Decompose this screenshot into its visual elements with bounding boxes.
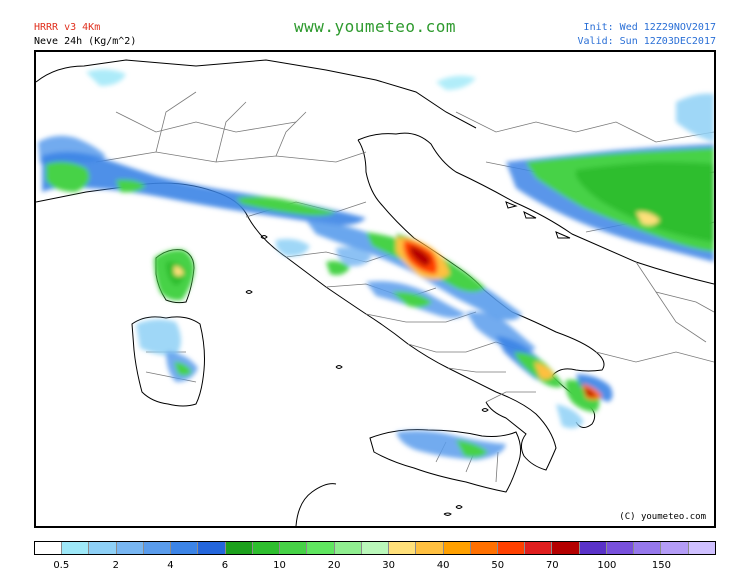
legend-tick-label: 6 (221, 560, 229, 571)
legend-swatch (634, 542, 662, 554)
legend-swatch (171, 542, 199, 554)
model-label: HRRR v3 4Km (34, 22, 101, 33)
legend-tick-label: 70 (545, 560, 559, 571)
legend-swatch (579, 542, 607, 554)
legend-tick-label: 100 (597, 560, 617, 571)
legend-swatch (497, 542, 526, 554)
legend-swatch (198, 542, 226, 554)
legend-swatch (416, 542, 444, 554)
legend-swatch (525, 542, 553, 554)
legend-tick-label: 30 (382, 560, 395, 571)
legend-swatch (361, 542, 390, 554)
site-title[interactable]: www.youmeteo.com (293, 17, 457, 36)
snowfall-shading (38, 69, 714, 460)
copyright-note: (C) youmeteo.com (617, 512, 708, 522)
legend-swatch (688, 542, 715, 554)
legend-swatch (225, 542, 253, 554)
legend-swatch (280, 542, 308, 554)
legend-tick-label: 20 (327, 560, 341, 571)
legend-swatch (252, 542, 281, 554)
snowfall-legend (34, 541, 716, 555)
legend-swatch (62, 542, 90, 554)
legend-ticks: 0.5 2 4 6 10 20 30 40 50 70 100 150 (34, 560, 716, 574)
legend-tick-label: 50 (491, 560, 505, 571)
variable-label: Neve 24h (Kg/m^2) (34, 36, 137, 47)
init-time: Init: Wed 12Z29NOV2017 (583, 22, 716, 33)
legend-tick-label: 4 (167, 560, 174, 571)
snow-map: (C) youmeteo.com (34, 50, 716, 528)
legend-tick-label: 40 (436, 560, 450, 571)
legend-swatch (470, 542, 498, 554)
legend-swatch (606, 542, 635, 554)
map-canvas (36, 59, 714, 526)
legend-tick-label: 0.5 (53, 560, 70, 571)
legend-swatch (35, 542, 63, 554)
legend-swatch (552, 542, 580, 554)
legend-swatch (89, 542, 117, 554)
legend-tick-label: 150 (651, 560, 671, 571)
legend-swatch (443, 542, 471, 554)
valid-time: Valid: Sun 12Z03DEC2017 (577, 36, 716, 47)
legend-swatch (143, 542, 172, 554)
legend-tick-label: 10 (273, 560, 286, 571)
legend-tick-label: 2 (112, 560, 120, 571)
legend-swatch (661, 542, 689, 554)
legend-swatch (116, 542, 144, 554)
legend-swatch (389, 542, 417, 554)
legend-swatch (307, 542, 335, 554)
legend-swatch (334, 542, 362, 554)
